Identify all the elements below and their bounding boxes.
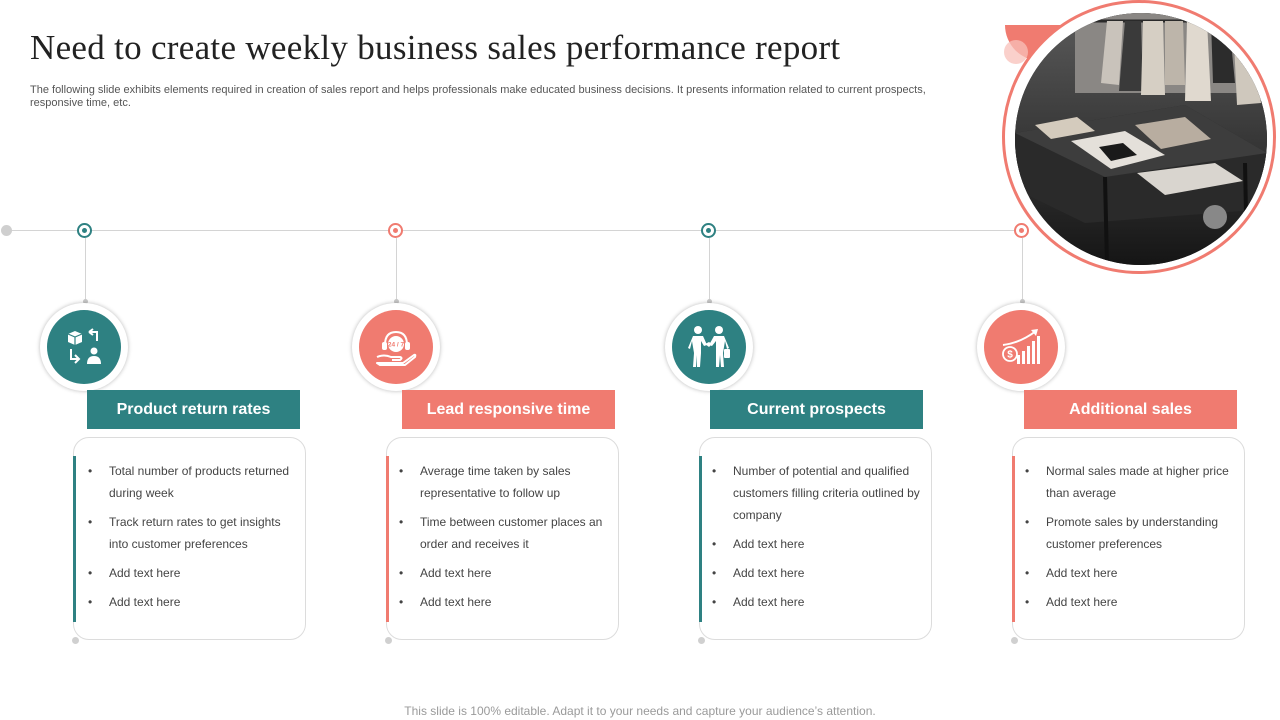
section-label-additional-sales: Additional sales: [1024, 390, 1237, 429]
card-corner-dot: [1011, 637, 1018, 644]
list-item: Add text here: [399, 562, 611, 584]
section-bullet-list: Number of potential and qualified custom…: [712, 460, 924, 620]
section-label-lead-responsive-time: Lead responsive time: [402, 390, 615, 429]
list-item: Add text here: [712, 591, 924, 613]
connector-dot: [394, 299, 399, 304]
list-item: Normal sales made at higher price than a…: [1025, 460, 1237, 504]
connector-line: [709, 238, 710, 302]
connector-dot: [1020, 299, 1025, 304]
connector-line: [1022, 238, 1023, 302]
timeline-node-2: [388, 223, 403, 238]
card-accent-bar: [1012, 456, 1015, 622]
card-accent-bar: [386, 456, 389, 622]
slide-title: Need to create weekly business sales per…: [30, 28, 841, 67]
slide-subtitle: The following slide exhibits elements re…: [30, 84, 926, 109]
list-item: Add text here: [712, 533, 924, 555]
connector-dot: [83, 299, 88, 304]
timeline-line: [6, 230, 1026, 231]
list-item: Number of potential and qualified custom…: [712, 460, 924, 526]
connector-line: [85, 238, 86, 302]
box-return-exchange-icon: [47, 310, 121, 384]
list-item: Total number of products returned during…: [88, 460, 300, 504]
list-item: Add text here: [712, 562, 924, 584]
list-item: Add text here: [88, 562, 300, 584]
card-corner-dot: [698, 637, 705, 644]
list-item: Add text here: [1025, 591, 1237, 613]
list-item: Add text here: [399, 591, 611, 613]
card-corner-dot: [385, 637, 392, 644]
section-label-current-prospects: Current prospects: [710, 390, 923, 429]
timeline-node-3: [701, 223, 716, 238]
connector-line: [396, 238, 397, 302]
card-corner-dot: [72, 637, 79, 644]
section-bullet-list: Normal sales made at higher price than a…: [1025, 460, 1237, 620]
timeline-start-dot: [1, 225, 12, 236]
decorative-circle: [1004, 40, 1028, 64]
card-accent-bar: [699, 456, 702, 622]
list-item: Average time taken by sales representati…: [399, 460, 611, 504]
list-item: Promote sales by understanding customer …: [1025, 511, 1237, 555]
list-item: Track return rates to get insights into …: [88, 511, 300, 555]
list-item: Add text here: [88, 591, 300, 613]
support-hours-text: 24 / 7: [388, 342, 405, 349]
24-7-support-hand-icon: 24 / 7: [359, 310, 433, 384]
list-item: Add text here: [1025, 562, 1237, 584]
footer-note: This slide is 100% editable. Adapt it to…: [404, 704, 876, 718]
timeline-node-1: [77, 223, 92, 238]
timeline-node-4: [1014, 223, 1029, 238]
svg-text:$: $: [1007, 350, 1013, 361]
card-accent-bar: [73, 456, 76, 622]
section-bullet-list: Average time taken by sales representati…: [399, 460, 611, 620]
section-label-product-return-rates: Product return rates: [87, 390, 300, 429]
section-bullet-list: Total number of products returned during…: [88, 460, 300, 620]
list-item: Time between customer places an order an…: [399, 511, 611, 555]
connector-dot: [707, 299, 712, 304]
sales-growth-chart-icon: $: [984, 310, 1058, 384]
handshake-people-icon: [672, 310, 746, 384]
clothing-store-photo: [1015, 13, 1267, 265]
